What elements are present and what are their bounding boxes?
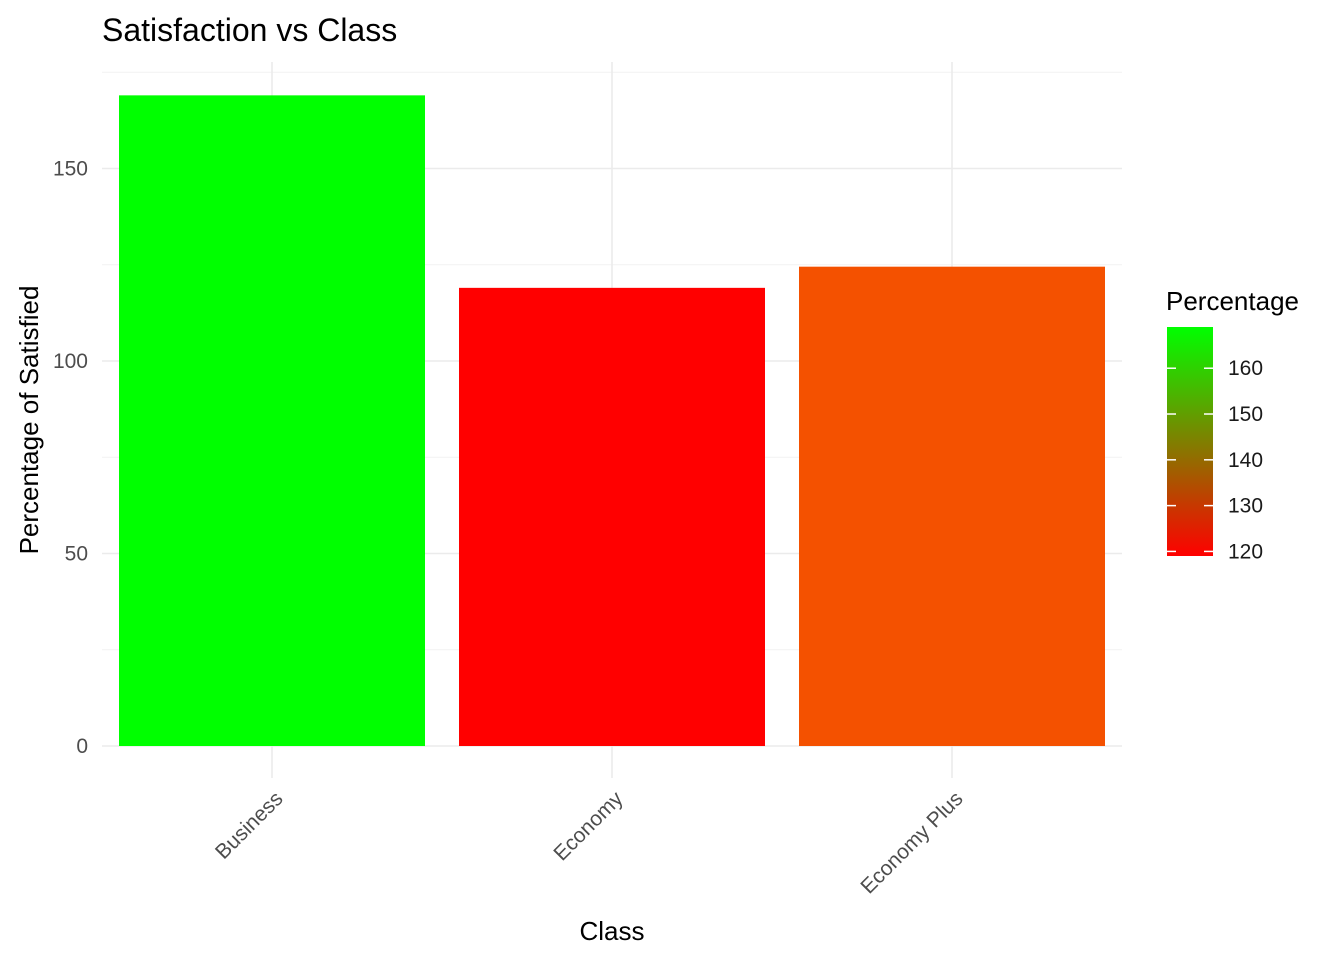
x-tick-label: Economy bbox=[549, 787, 628, 866]
y-tick-label: 150 bbox=[53, 158, 88, 181]
legend: Percentage 120 130 140 150 160 bbox=[1166, 286, 1299, 563]
legend-tick-label: 160 bbox=[1228, 357, 1263, 380]
bar-economy-plus bbox=[799, 266, 1105, 746]
legend-tick-label: 140 bbox=[1228, 449, 1263, 472]
legend-colorbar bbox=[1167, 327, 1213, 556]
legend-title: Percentage bbox=[1166, 286, 1299, 316]
bar-business bbox=[119, 95, 425, 747]
legend-tick-label: 120 bbox=[1228, 540, 1263, 563]
y-axis-title: Percentage of Satisfied bbox=[14, 286, 44, 555]
x-tick-label: Business bbox=[211, 787, 288, 864]
bar-economy bbox=[459, 287, 765, 746]
legend-tick-label: 130 bbox=[1228, 495, 1263, 518]
x-axis-ticks: Business Economy Economy Plus bbox=[211, 787, 968, 899]
x-axis-title: Class bbox=[579, 916, 644, 946]
legend-ticks: 120 130 140 150 160 bbox=[1167, 357, 1263, 563]
y-tick-label: 100 bbox=[53, 350, 88, 373]
x-tick-label: Economy Plus bbox=[856, 787, 967, 898]
chart-title: Satisfaction vs Class bbox=[102, 12, 397, 48]
y-axis-ticks: 0 50 100 150 bbox=[53, 158, 88, 759]
y-tick-label: 0 bbox=[76, 735, 88, 758]
y-tick-label: 50 bbox=[65, 543, 88, 566]
legend-tick-label: 150 bbox=[1228, 403, 1263, 426]
bars-layer bbox=[119, 95, 1105, 747]
